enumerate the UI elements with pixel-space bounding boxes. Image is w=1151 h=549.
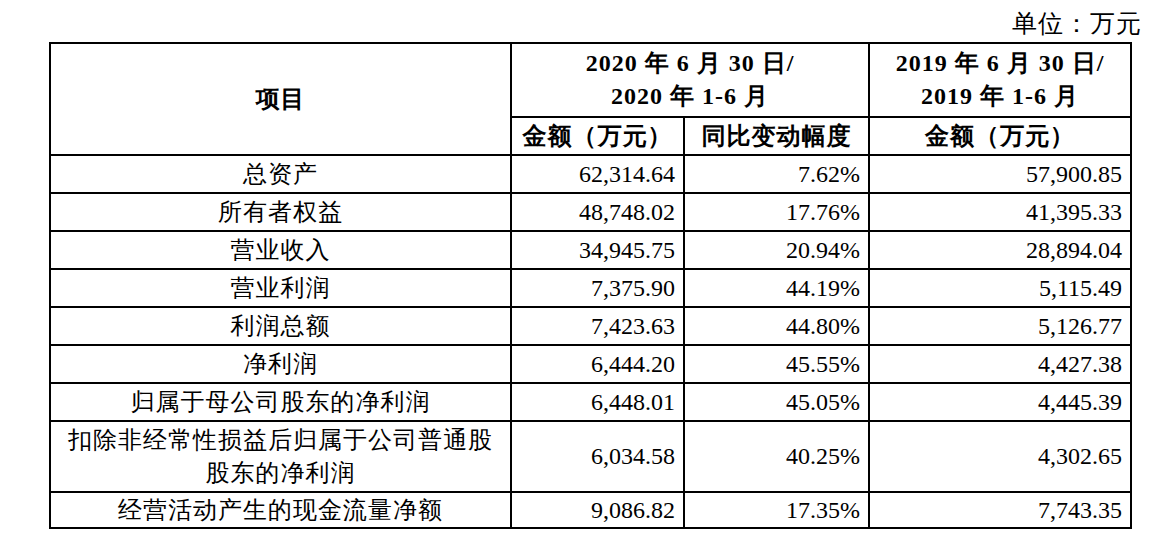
amount-2019-cell: 28,894.04 (869, 231, 1131, 269)
col-header-period-2019: 2019 年 6 月 30 日/ 2019 年 1-6 月 (869, 43, 1131, 117)
table-body: 总资产 62,314.64 7.62% 57,900.85 所有者权益 48,7… (50, 155, 1131, 528)
row-label-cell: 经营活动产生的现金流量净额 (50, 492, 511, 528)
table-row: 扣除非经常性损益后归属于公司普通股股东的净利润 6,034.58 40.25% … (50, 421, 1131, 492)
amount-2020-cell: 48,748.02 (511, 193, 684, 231)
row-label-cell: 净利润 (50, 345, 511, 383)
yoy-change-cell: 45.05% (684, 383, 869, 421)
yoy-change-cell: 44.19% (684, 269, 869, 307)
amount-2019-cell: 41,395.33 (869, 193, 1131, 231)
period-2019-line1: 2019 年 6 月 30 日/ (870, 47, 1130, 80)
yoy-change-cell: 40.25% (684, 421, 869, 492)
amount-2020-cell: 62,314.64 (511, 155, 684, 193)
amount-2020-cell: 7,423.63 (511, 307, 684, 345)
yoy-change-cell: 20.94% (684, 231, 869, 269)
amount-2019-cell: 5,115.49 (869, 269, 1131, 307)
table-row: 归属于母公司股东的净利润 6,448.01 45.05% 4,445.39 (50, 383, 1131, 421)
row-label-cell: 归属于母公司股东的净利润 (50, 383, 511, 421)
table-row: 所有者权益 48,748.02 17.76% 41,395.33 (50, 193, 1131, 231)
amount-2020-cell: 9,086.82 (511, 492, 684, 528)
table-row: 利润总额 7,423.63 44.80% 5,126.77 (50, 307, 1131, 345)
period-2020-line2: 2020 年 1-6 月 (512, 80, 868, 113)
amount-2019-cell: 5,126.77 (869, 307, 1131, 345)
table-row: 经营活动产生的现金流量净额 9,086.82 17.35% 7,743.35 (50, 492, 1131, 528)
yoy-change-cell: 45.55% (684, 345, 869, 383)
period-2019-line2: 2019 年 1-6 月 (870, 80, 1130, 113)
amount-2019-cell: 4,302.65 (869, 421, 1131, 492)
period-2020-line1: 2020 年 6 月 30 日/ (512, 47, 868, 80)
col-header-amount-2019: 金额（万元） (869, 117, 1131, 155)
table-row: 营业利润 7,375.90 44.19% 5,115.49 (50, 269, 1131, 307)
yoy-change-cell: 7.62% (684, 155, 869, 193)
row-label-cell: 扣除非经常性损益后归属于公司普通股股东的净利润 (50, 421, 511, 492)
amount-2019-cell: 57,900.85 (869, 155, 1131, 193)
col-header-period-2020: 2020 年 6 月 30 日/ 2020 年 1-6 月 (511, 43, 869, 117)
row-label-cell: 所有者权益 (50, 193, 511, 231)
col-header-amount-2020: 金额（万元） (511, 117, 684, 155)
amount-2020-cell: 7,375.90 (511, 269, 684, 307)
yoy-change-cell: 44.80% (684, 307, 869, 345)
table-row: 营业收入 34,945.75 20.94% 28,894.04 (50, 231, 1131, 269)
amount-2020-cell: 34,945.75 (511, 231, 684, 269)
amount-2020-cell: 6,034.58 (511, 421, 684, 492)
table-header: 项目 2020 年 6 月 30 日/ 2020 年 1-6 月 2019 年 … (50, 43, 1131, 155)
amount-2020-cell: 6,448.01 (511, 383, 684, 421)
table-row: 总资产 62,314.64 7.62% 57,900.85 (50, 155, 1131, 193)
row-label-cell: 利润总额 (50, 307, 511, 345)
amount-2019-cell: 7,743.35 (869, 492, 1131, 528)
yoy-change-cell: 17.35% (684, 492, 869, 528)
unit-label: 单位：万元 (0, 0, 1151, 42)
col-header-item: 项目 (50, 43, 511, 155)
row-label-cell: 营业利润 (50, 269, 511, 307)
row-label-cell: 总资产 (50, 155, 511, 193)
col-header-yoy-change: 同比变动幅度 (684, 117, 869, 155)
amount-2020-cell: 6,444.20 (511, 345, 684, 383)
header-row-periods: 项目 2020 年 6 月 30 日/ 2020 年 1-6 月 2019 年 … (50, 43, 1131, 117)
financial-summary-table: 项目 2020 年 6 月 30 日/ 2020 年 1-6 月 2019 年 … (49, 42, 1132, 529)
row-label-cell: 营业收入 (50, 231, 511, 269)
amount-2019-cell: 4,427.38 (869, 345, 1131, 383)
amount-2019-cell: 4,445.39 (869, 383, 1131, 421)
table-row: 净利润 6,444.20 45.55% 4,427.38 (50, 345, 1131, 383)
yoy-change-cell: 17.76% (684, 193, 869, 231)
